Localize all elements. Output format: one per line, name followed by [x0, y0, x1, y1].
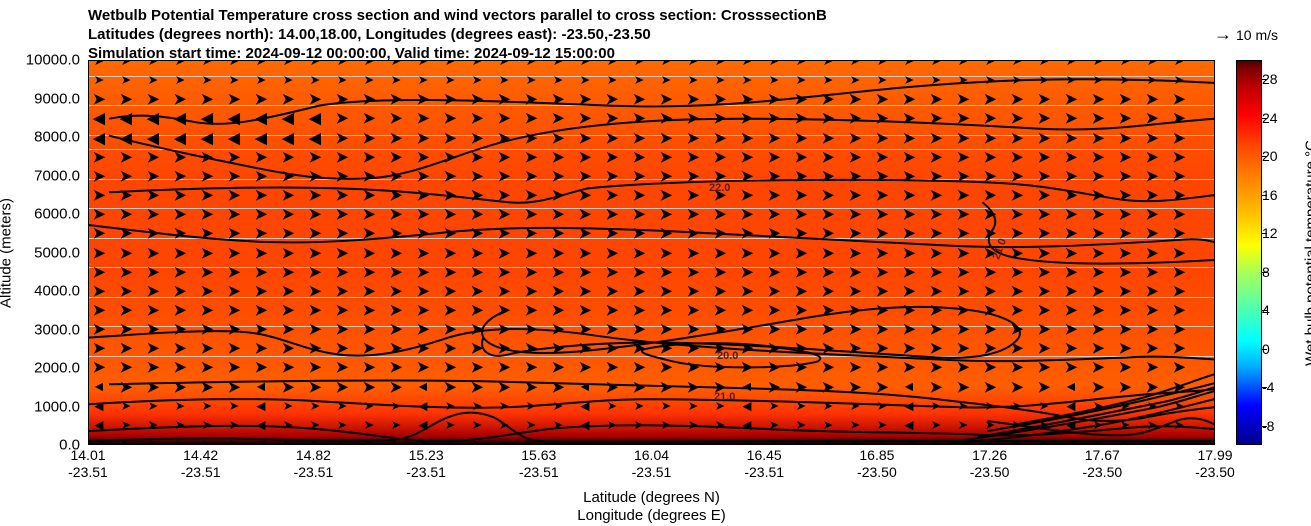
colorbar-title: Wet bulb potential temperature °C	[1303, 140, 1311, 366]
x-tick-group-6: 16.45 -23.51	[744, 447, 784, 481]
colorbar-tick--4: -4	[1262, 379, 1274, 395]
wind-legend-label: 10 m/s	[1236, 27, 1278, 43]
y-tick-label-10000: 10000.0	[26, 52, 80, 69]
colorbar-tick-4: 4	[1262, 302, 1270, 318]
colorbar-tick-28: 28	[1262, 71, 1278, 87]
x-tick-group-7: 16.85 -23.50	[857, 447, 897, 481]
x-tick-group-5: 16.04 -23.51	[632, 447, 672, 481]
colorbar-tick-16: 16	[1262, 187, 1278, 203]
chart-root: Wetbulb Potential Temperature cross sect…	[0, 0, 1311, 526]
x-tick-group-1: 14.42 -23.51	[181, 447, 221, 481]
colorbar-wrap: -8 -4 0 4 8 12 16 20 24 28 Wet bulb potential tem…	[1236, 60, 1262, 445]
y-tick-label-6000: 6000.0	[34, 206, 80, 223]
wind-speed-legend: → 10 m/s	[1214, 24, 1278, 45]
x-axis-title-longitude: Longitude (degrees E)	[88, 507, 1215, 524]
title-line-1: Wetbulb Potential Temperature cross sect…	[88, 6, 827, 25]
colorbar-tick-12: 12	[1262, 225, 1278, 241]
y-tick-label-1000: 1000.0	[34, 398, 80, 415]
x-tick-group-0: 14.01 -23.51	[68, 447, 108, 481]
x-tick-group-8: 17.26 -23.50	[970, 447, 1010, 481]
colorbar-gradient[interactable]	[1236, 60, 1262, 445]
contour-label-21.0-2: 21.0	[714, 391, 735, 403]
x-axis-labels: 14.01 -23.51 14.42 -23.51 14.82 -23.51 15.23 -2…	[88, 445, 1215, 515]
colorbar-tick-20: 20	[1262, 148, 1278, 164]
y-tick-label-8000: 8000.0	[34, 129, 80, 146]
colorbar-tick-0: 0	[1262, 341, 1270, 357]
y-tick-label-3000: 3000.0	[34, 321, 80, 338]
x-tick-group-10: 17.99 -23.50	[1195, 447, 1235, 481]
x-tick-group-3: 15.23 -23.51	[406, 447, 446, 481]
temperature-contour-lines	[89, 61, 1214, 444]
colorbar-tick--8: -8	[1262, 418, 1274, 434]
x-axis-title-latitude: Latitude (degrees N)	[88, 489, 1215, 506]
contour-label-20.0-1: 20.0	[717, 350, 738, 362]
y-tick-label-9000: 9000.0	[34, 90, 80, 107]
title-line-2: Latitudes (degrees north): 14.00,18.00, …	[88, 25, 827, 44]
colorbar-tick-8: 8	[1262, 264, 1270, 280]
y-tick-label-5000: 5000.0	[34, 244, 80, 261]
contour-label-22.0-0: 22.0	[709, 182, 730, 194]
y-tick-label-2000: 2000.0	[34, 360, 80, 377]
y-tick-label-7000: 7000.0	[34, 167, 80, 184]
chart-title-block: Wetbulb Potential Temperature cross sect…	[88, 6, 827, 63]
y-axis-labels: Altitude (meters) 10000.0 9000.0 8000.0 700…	[0, 60, 88, 445]
y-tick-label-4000: 4000.0	[34, 283, 80, 300]
cross-section-plot[interactable]: ➤ ➤ ➤ ➤ ➤ ➤ ➤ ➤ ➤ ➤ ➤ ➤ ➤ ➤ ➤ ➤ ➤ ➤ ➤ ➤ ➤ ➤ ➤ ➤ ➤ ➤ ➤ ➤ ➤ ➤ ➤ ➤ ➤ ➤ ➤ ➤ ➤ ➤ ➤ ➤…	[88, 60, 1215, 445]
x-tick-group-2: 14.82 -23.51	[294, 447, 334, 481]
y-axis-title: Altitude (meters)	[0, 197, 15, 307]
x-tick-group-9: 17.67 -23.50	[1082, 447, 1122, 481]
wind-legend-arrow-icon: →	[1214, 24, 1232, 45]
colorbar-tick-24: 24	[1262, 110, 1278, 126]
x-tick-group-4: 15.63 -23.51	[519, 447, 559, 481]
